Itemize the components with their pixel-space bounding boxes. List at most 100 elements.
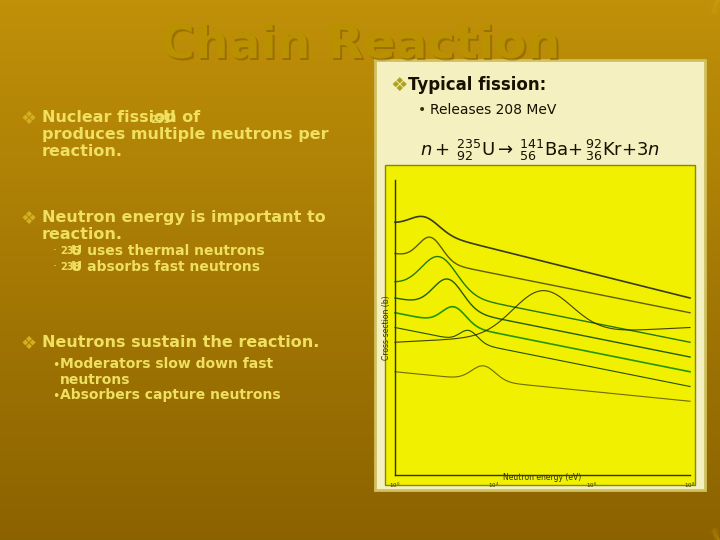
Bar	[0, 300, 720, 302]
Text: ❖: ❖	[20, 110, 36, 128]
Bar	[0, 24, 720, 27]
Bar	[0, 94, 720, 97]
Text: Neutron energy is important to: Neutron energy is important to	[42, 210, 325, 225]
Bar	[0, 302, 720, 305]
Bar	[0, 456, 720, 459]
Bar	[0, 424, 720, 427]
Bar	[0, 178, 720, 181]
Bar	[0, 383, 720, 386]
Bar	[0, 510, 720, 513]
Bar	[0, 435, 720, 437]
Bar	[0, 68, 720, 70]
Bar	[0, 173, 720, 176]
Bar	[0, 470, 720, 472]
Text: 10$^{6}$: 10$^{6}$	[586, 481, 598, 490]
Bar	[0, 213, 720, 216]
Bar	[0, 313, 720, 316]
Bar	[0, 197, 720, 200]
Bar	[0, 389, 720, 392]
Bar	[0, 189, 720, 192]
Bar	[0, 529, 720, 532]
Bar	[0, 202, 720, 205]
Bar	[0, 132, 720, 135]
Bar	[0, 275, 720, 278]
Bar	[0, 408, 720, 410]
Bar	[0, 157, 720, 159]
Text: Neutrons sustain the reaction.: Neutrons sustain the reaction.	[42, 335, 320, 350]
Bar	[0, 81, 720, 84]
Bar	[0, 375, 720, 378]
Bar	[0, 518, 720, 521]
Bar	[0, 297, 720, 300]
Bar	[0, 392, 720, 394]
Bar	[0, 443, 720, 445]
Bar	[0, 16, 720, 19]
Bar	[0, 343, 720, 346]
Bar	[0, 327, 720, 329]
Bar	[0, 32, 720, 35]
Bar	[0, 265, 720, 267]
Bar	[0, 378, 720, 381]
Bar	[0, 62, 720, 65]
Bar	[0, 86, 720, 89]
Bar	[0, 332, 720, 335]
Bar	[0, 486, 720, 489]
Bar	[0, 138, 720, 140]
Bar	[0, 262, 720, 265]
Text: •: •	[52, 359, 59, 372]
Bar	[0, 170, 720, 173]
Bar	[0, 356, 720, 359]
Text: produces multiple neutrons per: produces multiple neutrons per	[42, 127, 328, 142]
Bar	[0, 200, 720, 202]
Bar	[0, 526, 720, 529]
Bar	[0, 448, 720, 451]
Bar	[0, 49, 720, 51]
Bar	[0, 5, 720, 8]
Bar	[0, 73, 720, 76]
Bar	[0, 483, 720, 486]
Bar	[0, 481, 720, 483]
Bar	[0, 532, 720, 535]
Bar	[0, 451, 720, 454]
Bar	[0, 140, 720, 143]
Bar	[0, 256, 720, 259]
Text: ˙: ˙	[52, 264, 58, 277]
Bar	[0, 154, 720, 157]
Bar	[0, 127, 720, 130]
Bar	[0, 0, 720, 3]
Text: Releases 208 MeV: Releases 208 MeV	[430, 103, 557, 117]
Text: Cross-section (b): Cross-section (b)	[382, 295, 392, 360]
Bar	[0, 386, 720, 389]
Bar	[0, 84, 720, 86]
Bar	[0, 30, 720, 32]
Bar	[0, 289, 720, 292]
Bar	[0, 124, 720, 127]
Bar	[0, 97, 720, 100]
Bar	[0, 421, 720, 424]
Bar	[0, 537, 720, 540]
Bar	[0, 292, 720, 294]
Bar	[0, 184, 720, 186]
Bar	[0, 294, 720, 297]
Bar	[0, 535, 720, 537]
Bar	[0, 489, 720, 491]
Bar	[0, 57, 720, 59]
Bar	[0, 462, 720, 464]
Text: Chain Reaction: Chain Reaction	[160, 23, 560, 68]
Bar	[0, 321, 720, 324]
Bar	[0, 254, 720, 256]
Bar	[0, 181, 720, 184]
Bar	[0, 467, 720, 470]
Text: ❖: ❖	[20, 210, 36, 228]
Bar	[0, 243, 720, 246]
Bar	[0, 340, 720, 343]
Bar	[0, 508, 720, 510]
Text: 10$^{8}$: 10$^{8}$	[685, 481, 696, 490]
Bar	[0, 151, 720, 154]
Text: •: •	[418, 103, 426, 117]
Text: reaction.: reaction.	[42, 144, 123, 159]
Bar	[0, 14, 720, 16]
Bar	[0, 89, 720, 92]
Bar	[0, 11, 720, 14]
Bar	[0, 216, 720, 219]
